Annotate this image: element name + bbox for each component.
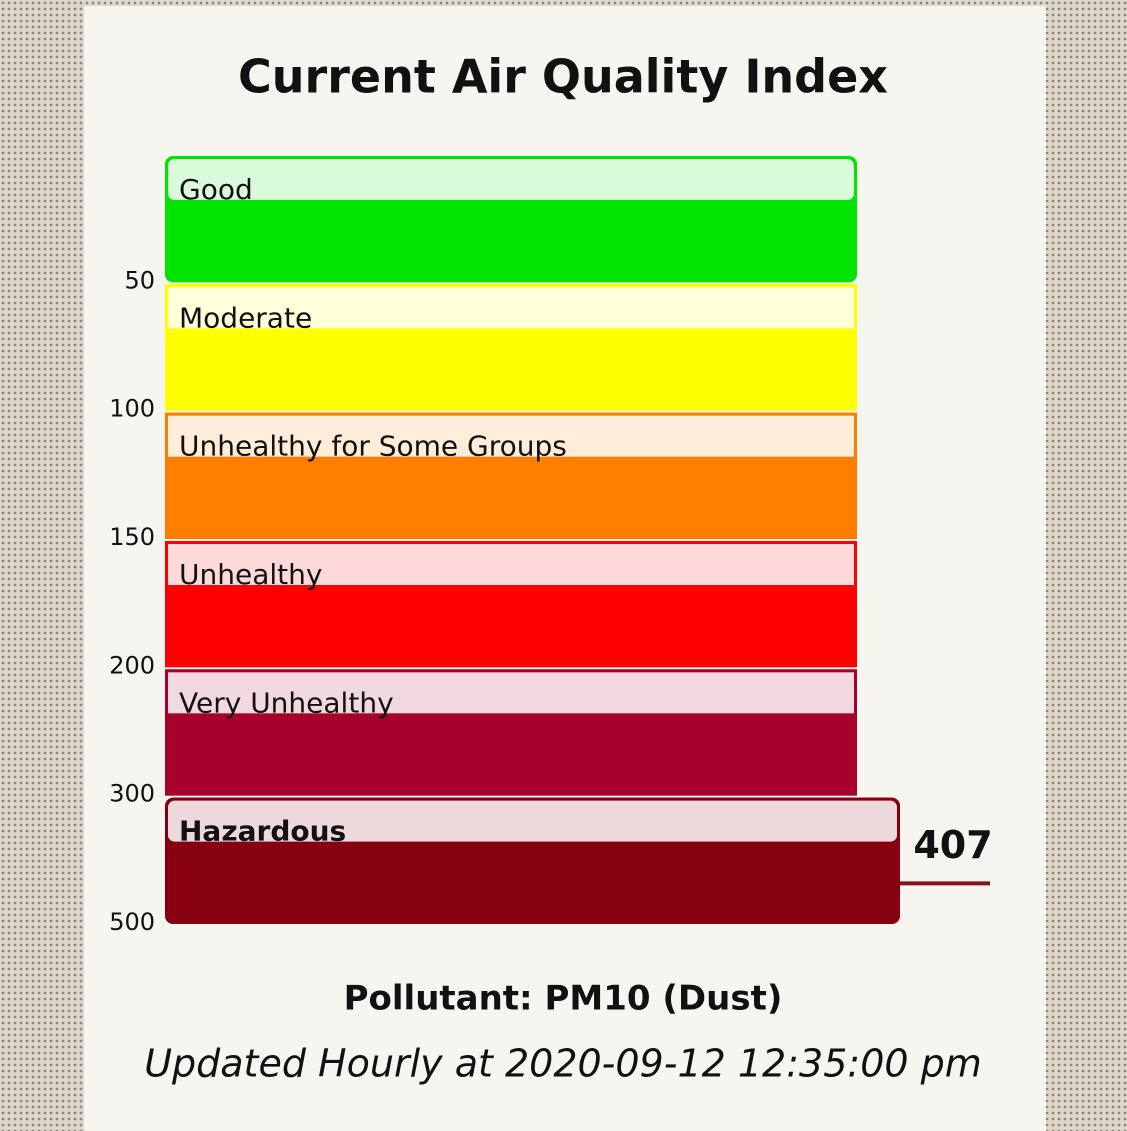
y-tick-label: 500	[109, 908, 155, 936]
band-header	[165, 156, 857, 203]
band-header	[165, 284, 857, 332]
y-tick-label: 300	[109, 780, 155, 808]
value-label: 407	[913, 823, 992, 867]
band-header	[165, 412, 857, 460]
band-label: Unhealthy for Some Groups	[179, 430, 567, 463]
band-header	[165, 541, 857, 588]
y-tick-label: 100	[109, 395, 155, 423]
y-tick-label: 200	[109, 651, 155, 679]
band-label: Hazardous	[179, 815, 346, 848]
band-label: Unhealthy	[179, 558, 322, 591]
band-header	[165, 669, 857, 717]
chart-title: Current Air Quality Index	[238, 50, 888, 104]
band-header	[165, 797, 900, 845]
note: Updated Hourly at 2020-09-12 12:35:00 pm	[144, 1042, 982, 1086]
y-tick-label: 50	[124, 266, 155, 294]
y-tick-label: 150	[109, 523, 155, 551]
band-label: Moderate	[179, 301, 312, 334]
band-label: Very Unhealthy	[179, 686, 394, 719]
band-label: Good	[179, 173, 253, 206]
subtitle: Pollutant: PM10 (Dust)	[344, 979, 783, 1019]
